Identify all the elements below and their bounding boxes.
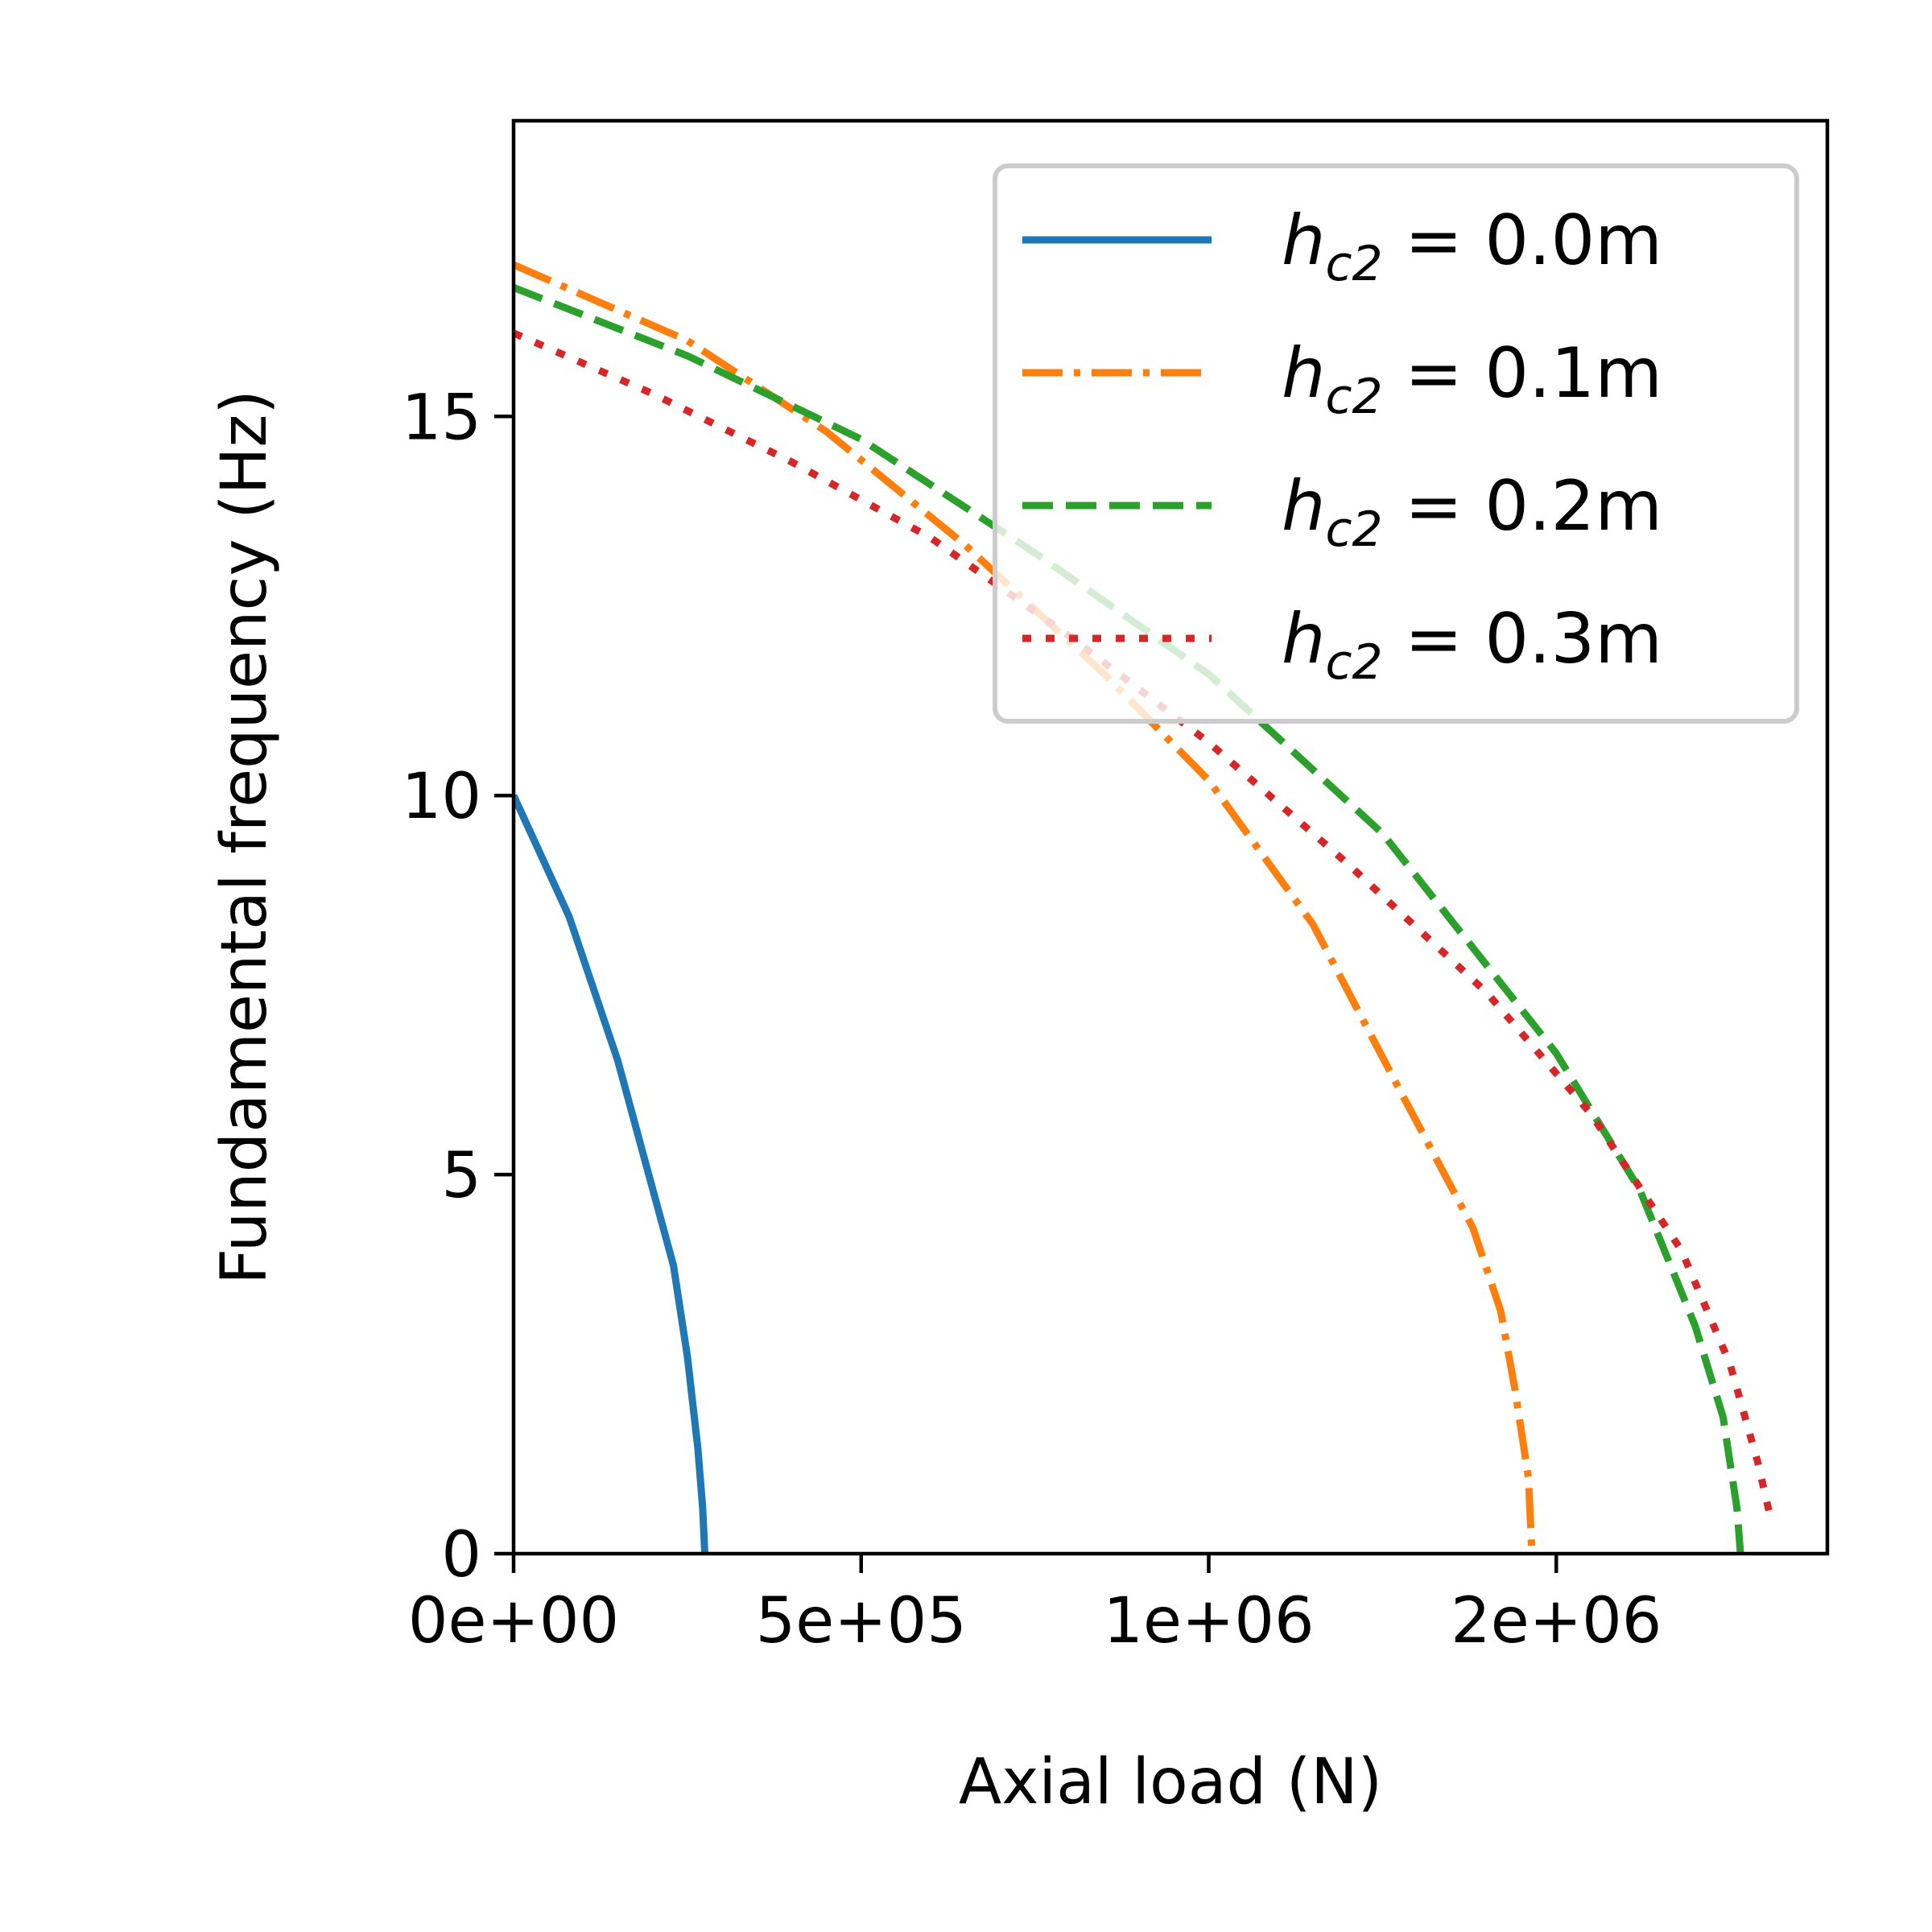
legend: hc2 = 0.0m hc2 = 0.1m hc2 = 0.2m hc2 = 0.3m [993,163,1799,724]
x-tick-label: 2e+06 [1451,1585,1662,1657]
series-line-2 [514,284,1744,1554]
x-tick-label: 5e+05 [756,1585,967,1657]
x-axis: 0e+00 5e+05 1e+06 2e+06 [408,1554,1662,1657]
plot-frame [511,118,1830,1556]
series-line-1 [514,261,1536,1554]
y-tick-label: 15 [402,382,481,454]
legend-entry-0: hc2 = 0.0m [1282,200,1662,292]
y-axis: 0 5 10 15 [402,382,514,1591]
legend-entry-2: hc2 = 0.2m [1282,466,1662,558]
series-line-3 [514,329,1776,1525]
legend-entry-1: hc2 = 0.1m [1282,333,1662,425]
y-tick-label: 10 [402,761,481,833]
series-layer [514,261,1776,1554]
x-tick-label: 1e+06 [1103,1585,1314,1657]
legend-box [993,163,1799,724]
y-tick-label: 5 [441,1140,481,1212]
y-axis-title: Fundamental frequency (Hz) [208,390,281,1285]
x-tick-label: 0e+00 [408,1585,619,1657]
series-line-0 [514,794,708,1554]
y-tick-label: 0 [441,1519,481,1591]
x-axis-title: Axial load (N) [959,1746,1382,1818]
legend-entry-3: hc2 = 0.3m [1282,599,1662,691]
